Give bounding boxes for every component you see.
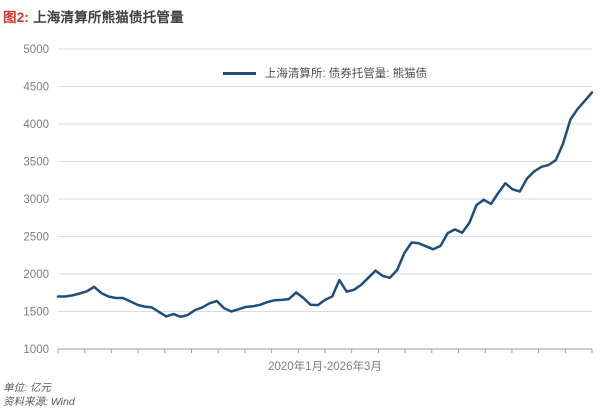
y-tick-label: 5000 — [23, 44, 49, 56]
y-tick-label: 4000 — [23, 119, 49, 131]
panda-bond-series-line — [56, 91, 594, 319]
unit-note: 单位: 亿元 — [3, 382, 51, 394]
y-tick-label: 2500 — [23, 232, 49, 244]
figure-title-text: 上海清算所熊猫债托管量 — [33, 10, 184, 25]
figure-number: 图2: — [3, 10, 30, 25]
y-tick-label: 1500 — [23, 307, 49, 319]
y-tick-label: 1000 — [23, 344, 49, 356]
x-axis-label: 2020年1月-2026年3月 — [268, 361, 382, 373]
chart-title: 图2: 上海清算所熊猫债托管量 — [3, 6, 184, 26]
y-tick-label: 4500 — [23, 82, 49, 94]
y-tick-label: 3000 — [23, 194, 49, 206]
chart-footer: 单位: 亿元 资料来源: Wind — [3, 381, 75, 409]
y-tick-label: 3500 — [23, 157, 49, 169]
y-tick-label: 2000 — [23, 269, 49, 281]
source-note: 资料来源: Wind — [3, 396, 75, 408]
